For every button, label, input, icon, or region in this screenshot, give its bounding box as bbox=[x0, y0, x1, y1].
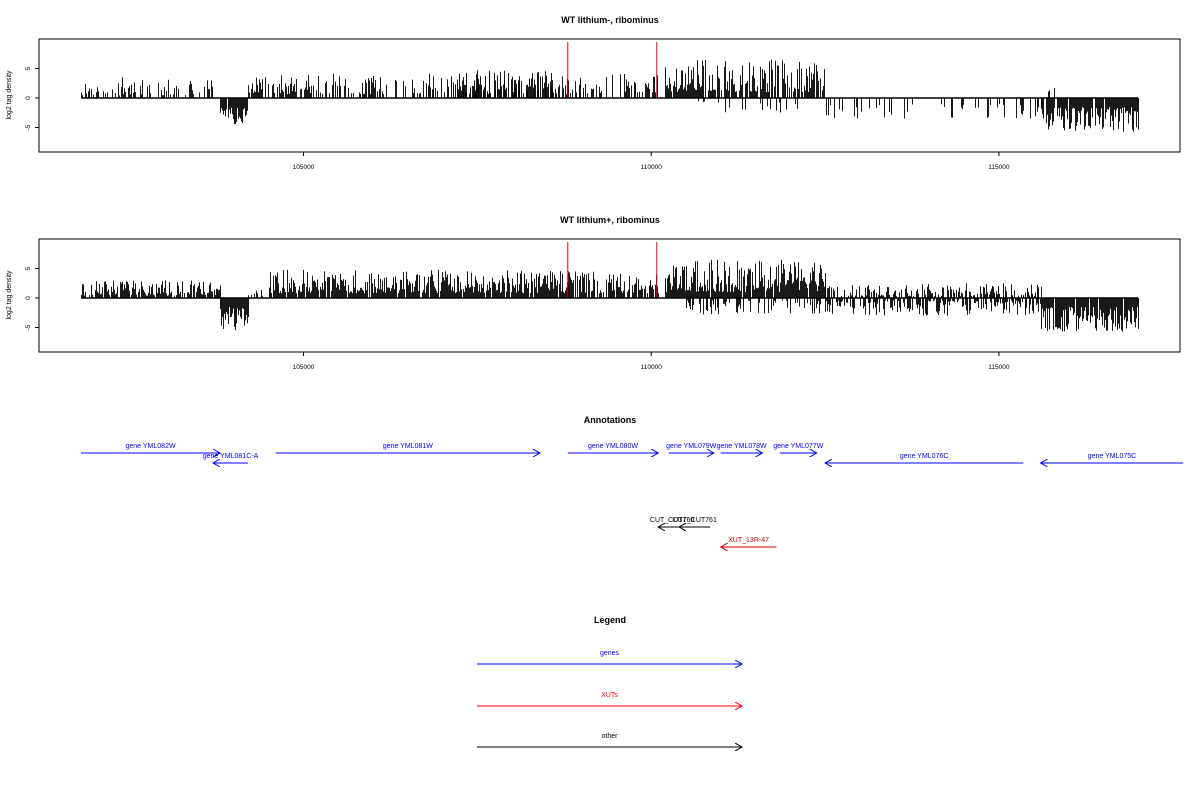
y-tick-label: 5 bbox=[25, 266, 32, 270]
y-tick-label: 0 bbox=[25, 96, 32, 100]
annotation-label: gene YML077W bbox=[773, 443, 823, 450]
annotation-label: CUT_CUT760 bbox=[650, 517, 694, 524]
legend-panel: Legend genes XUTs other bbox=[477, 615, 742, 747]
annotation-label: gene YML081C-A bbox=[203, 453, 259, 460]
annotations-title: Annotations bbox=[584, 415, 637, 425]
legend-items: genes XUTs other bbox=[477, 650, 742, 747]
annotation-label: gene YML081W bbox=[383, 443, 433, 450]
annotation-label: gene YML078W bbox=[717, 443, 767, 450]
panel-1-markers bbox=[567, 42, 658, 98]
y-tick-label: -5 bbox=[25, 124, 32, 130]
y-tick-label: 0 bbox=[25, 296, 32, 300]
legend-label: XUTs bbox=[601, 692, 618, 699]
legend-title: Legend bbox=[594, 615, 626, 625]
panel-2-ylabel: log2 tag density bbox=[6, 270, 13, 320]
panel-1-frame bbox=[38, 38, 1181, 153]
annotation-label: gene YML076C bbox=[900, 453, 949, 460]
y-tick-label: -5 bbox=[25, 324, 32, 330]
panel-2-bars bbox=[81, 259, 1139, 332]
x-tick-label: 110000 bbox=[641, 364, 663, 371]
x-tick-label: 105000 bbox=[293, 364, 315, 371]
annotation-label: CUT_CUT761 bbox=[673, 517, 717, 524]
annotation-label: gene YML082W bbox=[126, 443, 176, 450]
panel-1-title: WT lithium-, ribominus bbox=[561, 15, 659, 25]
x-tick-label: 105000 bbox=[293, 164, 315, 171]
x-tick-label: 115000 bbox=[988, 364, 1010, 371]
panel-2-title: WT lithium+, ribominus bbox=[560, 215, 660, 225]
annotation-label: XUT_13R-47 bbox=[728, 537, 769, 544]
panel-2-frame bbox=[38, 238, 1181, 353]
panel-2-markers bbox=[567, 242, 658, 298]
panel-1-ylabel: log2 tag density bbox=[6, 70, 13, 120]
y-tick-label: 5 bbox=[25, 66, 32, 70]
panel-2: WT lithium+, ribominus log2 tag density … bbox=[6, 215, 1181, 371]
annotation-label: gene YML075C bbox=[1088, 453, 1137, 460]
panel-1-x-axis: 105000 110000 115000 bbox=[293, 152, 1010, 171]
x-tick-label: 115000 bbox=[988, 164, 1010, 171]
panel-2-y-axis: -5 0 5 bbox=[25, 266, 39, 330]
panel-2-x-axis: 105000 110000 115000 bbox=[293, 352, 1010, 371]
x-tick-label: 110000 bbox=[641, 164, 663, 171]
annotation-features: gene YML082W gene YML081C-A gene YML081W ge… bbox=[81, 443, 1184, 547]
legend-label: other bbox=[602, 733, 619, 740]
annotation-label: gene YML080W bbox=[588, 443, 638, 450]
legend-label: genes bbox=[600, 650, 620, 657]
annotation-label: gene YML079W bbox=[666, 443, 716, 450]
panel-1: WT lithium-, ribominus log2 tag density … bbox=[6, 15, 1181, 171]
panel-1-bars bbox=[81, 59, 1139, 132]
panel-1-y-axis: -5 0 5 bbox=[25, 66, 39, 130]
